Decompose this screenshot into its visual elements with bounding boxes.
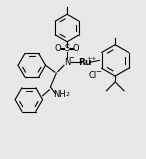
Text: S: S bbox=[65, 44, 70, 53]
Text: N: N bbox=[64, 58, 70, 67]
Text: O: O bbox=[73, 44, 79, 53]
Text: Ru: Ru bbox=[78, 58, 91, 67]
Text: O: O bbox=[55, 44, 62, 53]
Text: Cl: Cl bbox=[88, 71, 97, 80]
Text: NH: NH bbox=[53, 90, 66, 99]
Text: −: − bbox=[69, 55, 74, 61]
Text: ++: ++ bbox=[86, 56, 97, 61]
Text: 2: 2 bbox=[65, 92, 69, 97]
Text: −: − bbox=[96, 69, 101, 75]
